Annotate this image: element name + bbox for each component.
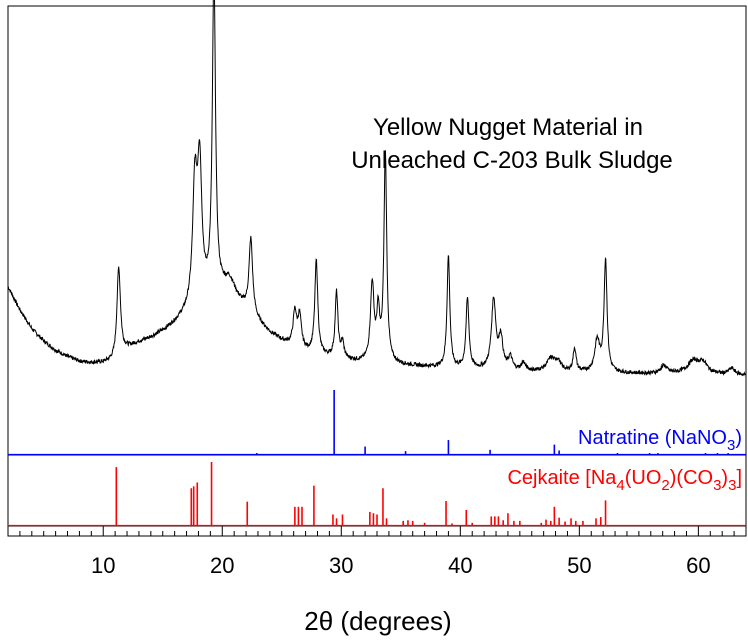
label-text: Cejkaite [Na: [507, 467, 617, 489]
series-natratine-sticks: [8, 390, 746, 456]
label-subscript: 2: [661, 477, 669, 494]
label-text: )(CO: [670, 467, 713, 489]
label-text: ): [721, 467, 728, 489]
x-axis-tick-labels: 10 20 30 40 50 60: [91, 553, 711, 578]
x-axis-ticks: [7, 526, 747, 536]
chart-title-line-1: Yellow Nugget Material in: [373, 114, 643, 141]
label-natratine: Natratine (NaNO3): [578, 427, 742, 454]
x-tick-label: 40: [448, 553, 472, 578]
x-axis-label: 2θ (degrees): [304, 606, 451, 636]
label-subscript: 3: [727, 437, 735, 454]
series-diffraction-pattern: [7, 0, 747, 377]
x-tick-label: 30: [329, 553, 353, 578]
label-text: ): [735, 427, 742, 449]
label-text: (UO: [625, 467, 662, 489]
label-text: ]: [736, 467, 742, 489]
x-tick-label: 50: [567, 553, 591, 578]
x-tick-label: 10: [91, 553, 115, 578]
chart-title-line-2: Unleached C-203 Bulk Sludge: [351, 147, 673, 174]
label-subscript: 4: [616, 477, 624, 494]
series-cejkaite-sticks: [8, 462, 746, 527]
label-subscript: 3: [713, 477, 721, 494]
x-tick-label: 60: [686, 553, 710, 578]
x-tick-label: 20: [210, 553, 234, 578]
label-text: Natratine (NaNO: [578, 427, 727, 449]
label-cejkaite: Cejkaite [Na4(UO2)(CO3)3]: [507, 467, 742, 494]
label-subscript: 3: [728, 477, 736, 494]
